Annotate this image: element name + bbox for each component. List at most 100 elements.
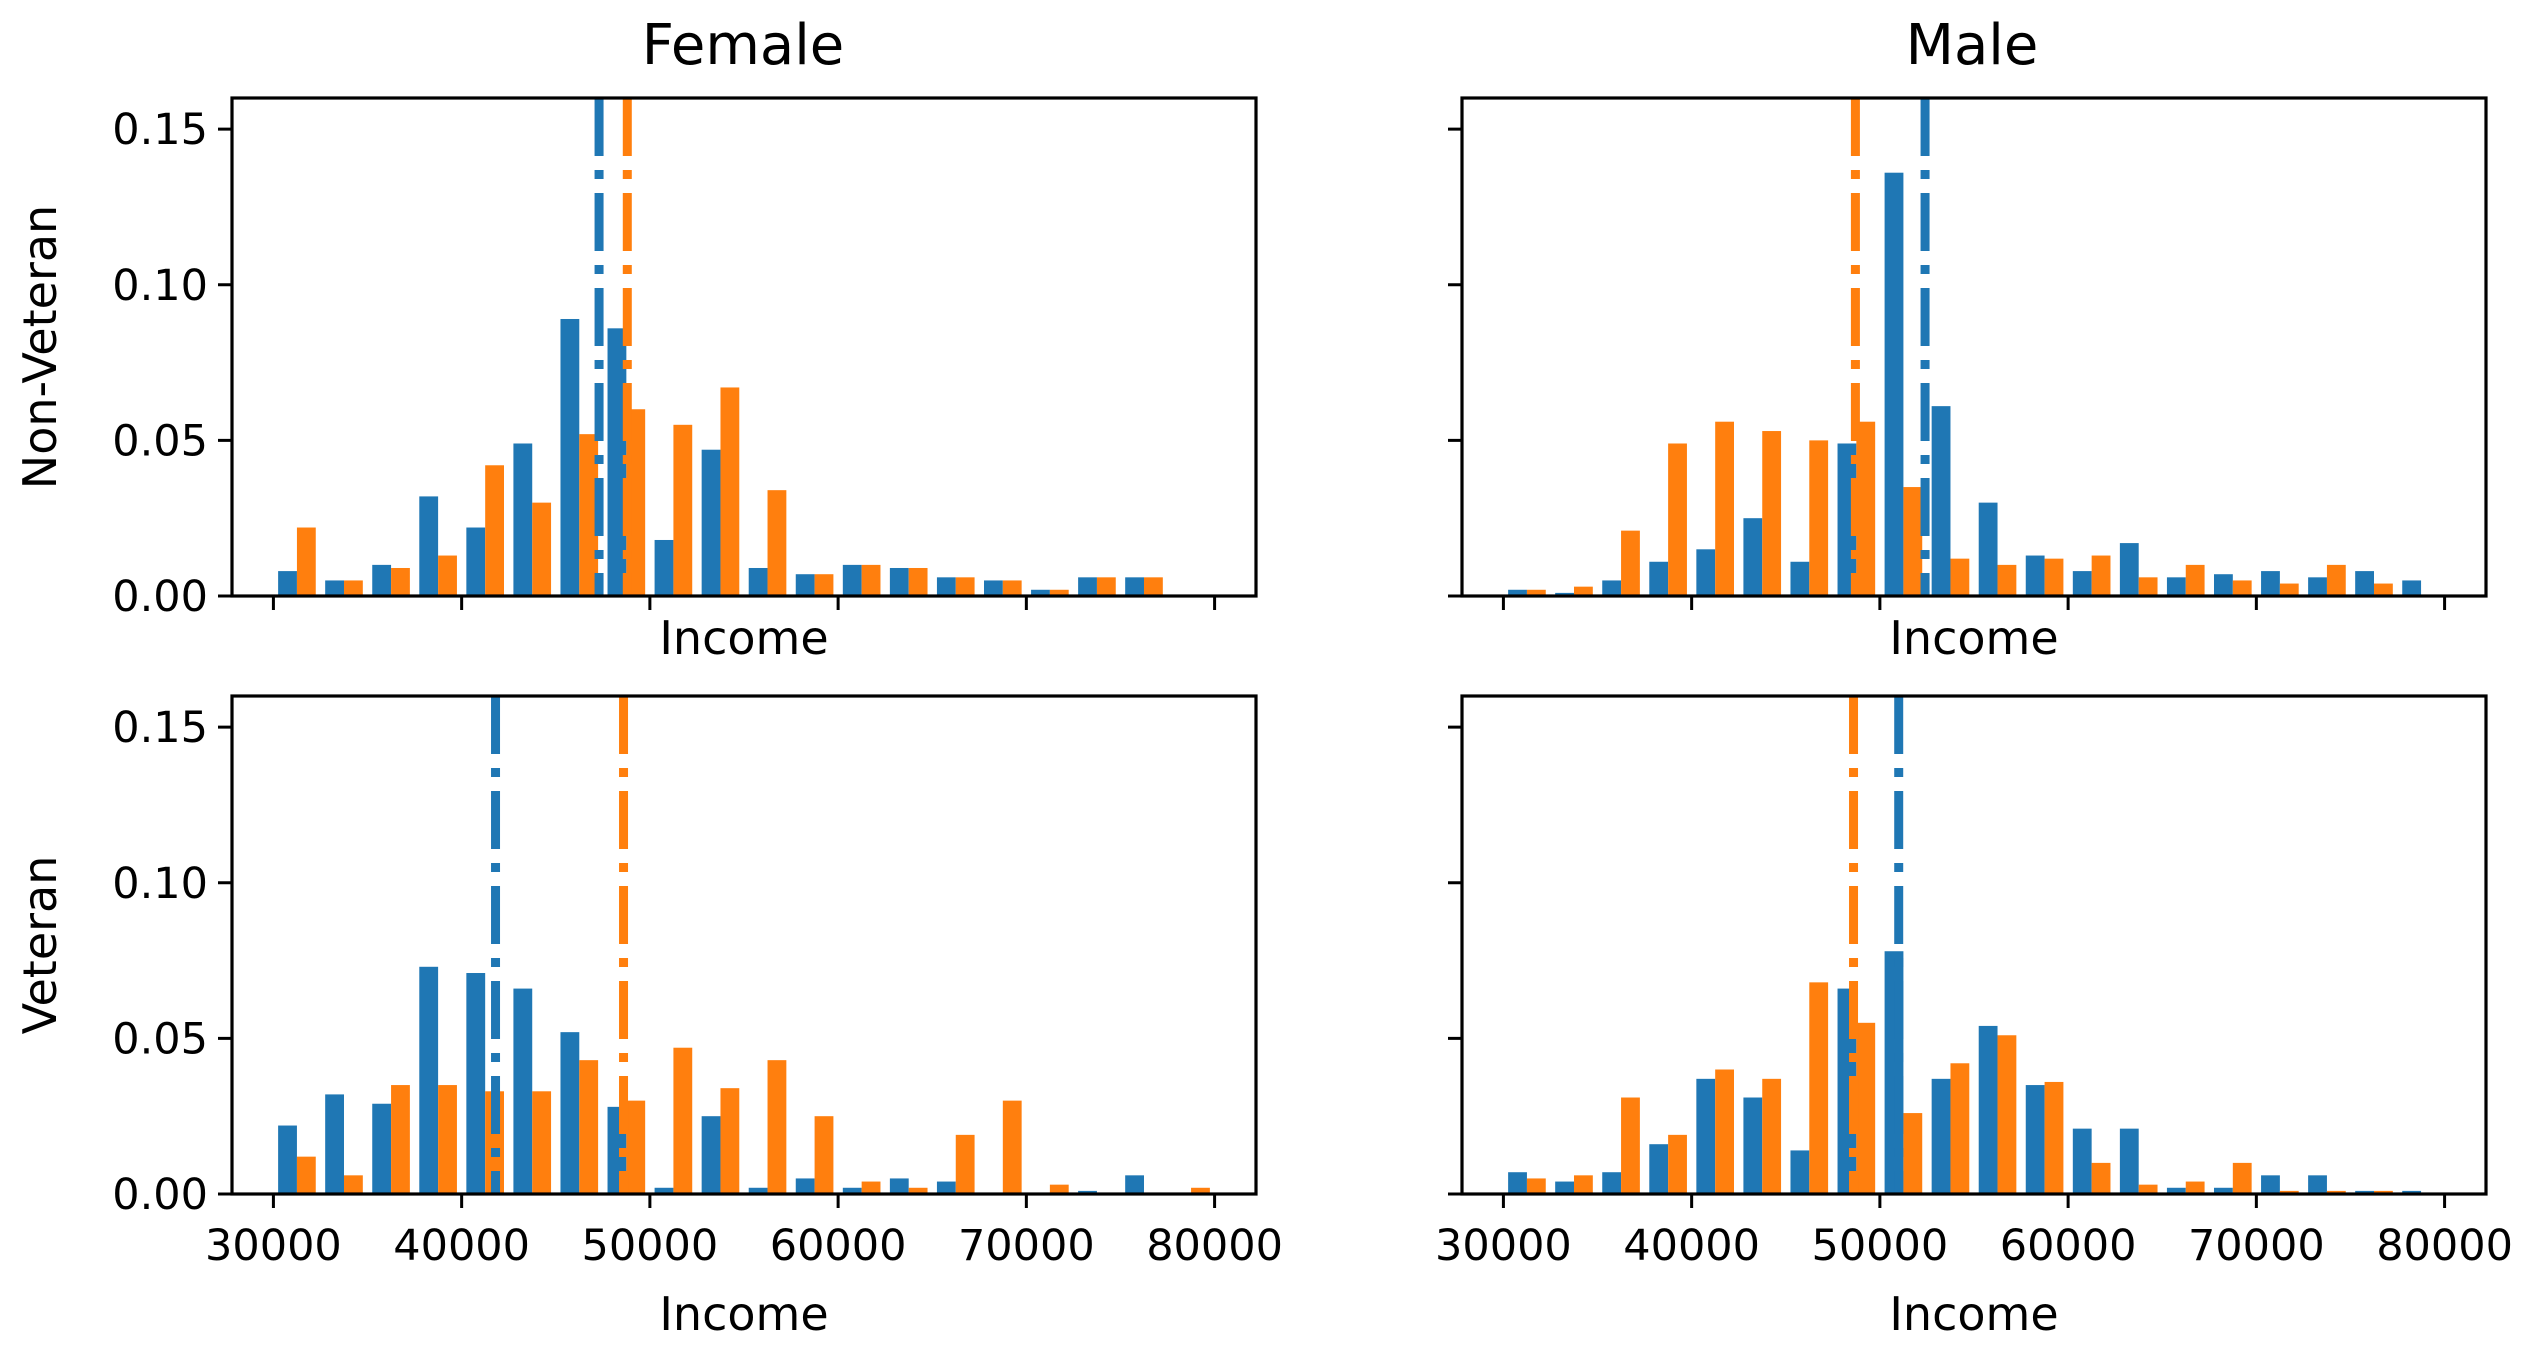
female-veteran-bar-a-3 (419, 966, 439, 1194)
female-nonveteran-bar-b-1 (344, 580, 363, 596)
female-nonveteran-bar-b-0 (296, 527, 316, 596)
male-nonveteran-bar-a-6 (1790, 561, 1810, 596)
male-veteran-xtick-label-1: 40000 (1623, 1221, 1760, 1271)
female-nonveteran-bar-a-2 (372, 564, 392, 597)
female-nonveteran-bar-b-11 (814, 574, 834, 596)
female-nonveteran-bar-b-2 (391, 567, 410, 596)
female-veteran-bar-a-18 (1125, 1175, 1144, 1194)
male-nonveteran-bar-a-9 (1931, 406, 1951, 596)
female-nonveteran-bar-b-5 (532, 502, 552, 597)
female-veteran-ytick-label-3: 0.15 (112, 703, 208, 753)
male-veteran-xtick-label-5: 80000 (2376, 1221, 2513, 1271)
female-nonveteran-bar-b-14 (955, 577, 975, 596)
male-nonveteran-bar-a-0 (1508, 589, 1527, 596)
female-veteran-bar-b-9 (720, 1088, 740, 1194)
male-nonveteran-bar-a-18 (2355, 571, 2374, 596)
male-veteran-bar-b-0 (1526, 1178, 1546, 1194)
female-veteran-xtick-label-0: 30000 (205, 1221, 342, 1271)
female-veteran-bar-a-2 (372, 1103, 392, 1194)
female-nonveteran-ytick-label-2: 0.10 (112, 261, 208, 311)
female-veteran-bar-a-6 (560, 1032, 580, 1194)
male-nonveteran-bar-b-3 (1668, 443, 1687, 596)
male-veteran-axes-frame (1460, 694, 2488, 1196)
male-veteran-bar-b-9 (1950, 1063, 1970, 1194)
female-veteran-bar-b-8 (673, 1047, 693, 1194)
female-nonveteran-bar-a-16 (1031, 589, 1050, 596)
female-nonveteran-ytick-label-0: 0.00 (112, 572, 208, 622)
female-veteran-bar-a-0 (278, 1125, 297, 1194)
male-nonveteran-bar-b-7 (1856, 421, 1876, 596)
male-nonveteran-bar-a-3 (1649, 561, 1669, 596)
male-veteran-bar-a-2 (1602, 1172, 1622, 1194)
male-veteran-bar-a-14 (2166, 1187, 2186, 1194)
male-nonveteran-bar-b-8 (1903, 487, 1923, 596)
female-veteran-bar-b-1 (344, 1175, 363, 1194)
male-nonveteran-bar-b-0 (1526, 589, 1546, 596)
female-veteran-ytick-label-2: 0.10 (112, 859, 208, 909)
male-nonveteran-bar-b-11 (2044, 558, 2064, 596)
female-veteran-bar-a-9 (701, 1116, 721, 1194)
male-nonveteran-bar-b-18 (2374, 583, 2393, 596)
female-nonveteran-bar-b-15 (1002, 580, 1022, 596)
male-veteran-bar-b-3 (1668, 1134, 1687, 1194)
male-veteran-bar-a-16 (2261, 1175, 2280, 1194)
column-title-female: Female (642, 13, 844, 78)
female-veteran-bar-b-5 (532, 1091, 552, 1194)
female-nonveteran-bar-b-3 (438, 555, 457, 596)
female-veteran-bar-b-2 (391, 1085, 410, 1194)
male-veteran-bar-b-10 (1997, 1035, 2017, 1194)
female-nonveteran-axes-frame (230, 96, 1258, 598)
female-nonveteran-bar-a-14 (936, 577, 956, 596)
male-veteran-bar-a-15 (2214, 1187, 2233, 1194)
female-nonveteran-bar-a-6 (560, 318, 580, 596)
male-veteran-bar-a-0 (1508, 1172, 1527, 1194)
female-veteran-bar-b-13 (908, 1187, 928, 1194)
female-veteran-bar-a-1 (325, 1094, 344, 1194)
male-veteran-xtick-label-0: 30000 (1435, 1221, 1572, 1271)
male-veteran-bar-b-6 (1809, 982, 1829, 1194)
male-nonveteran-bar-a-16 (2261, 571, 2280, 596)
male-nonveteran-bar-b-6 (1809, 440, 1829, 597)
female-nonveteran-ytick-label-3: 0.15 (112, 105, 208, 155)
male-veteran-bar-b-7 (1856, 1022, 1876, 1194)
female-nonveteran-bar-a-0 (278, 571, 297, 596)
male-nonveteran-bar-b-1 (1574, 586, 1593, 596)
female-veteran-bar-b-19 (1191, 1187, 1210, 1194)
female-nonveteran-bar-b-4 (485, 465, 504, 596)
female-veteran-bar-b-14 (955, 1134, 975, 1194)
male-veteran-bar-a-3 (1649, 1144, 1669, 1194)
male-veteran-bar-a-13 (2119, 1128, 2139, 1194)
male-nonveteran-bar-a-17 (2308, 577, 2327, 596)
female-nonveteran-bar-b-17 (1096, 577, 1116, 596)
female-veteran-axes-frame (230, 694, 1258, 1196)
female-nonveteran-bar-a-5 (513, 443, 533, 596)
female-nonveteran-bar-b-10 (767, 490, 787, 596)
female-nonveteran-bar-a-15 (984, 580, 1003, 596)
male-nonveteran-bar-b-2 (1621, 530, 1640, 596)
male-veteran-bar-a-11 (2025, 1085, 2045, 1194)
male-nonveteran-bar-b-9 (1950, 558, 1970, 596)
female-veteran-ytick-label-0: 0.00 (112, 1170, 208, 1220)
female-veteran-xlabel: Income (659, 1287, 828, 1341)
male-nonveteran-bar-b-12 (2091, 555, 2111, 596)
female-nonveteran-xlabel: Income (659, 611, 828, 665)
male-nonveteran-bar-a-10 (1978, 502, 1998, 597)
female-veteran-ytick-label-1: 0.05 (112, 1014, 208, 1064)
male-veteran-bar-b-13 (2138, 1184, 2158, 1194)
male-veteran-bar-b-2 (1621, 1097, 1640, 1194)
male-nonveteran-bar-a-13 (2119, 543, 2139, 596)
female-nonveteran-bar-b-13 (908, 567, 928, 596)
female-nonveteran-bar-b-9 (720, 387, 740, 596)
male-veteran-bar-a-9 (1931, 1078, 1951, 1194)
male-nonveteran-bar-b-15 (2232, 580, 2252, 596)
male-veteran-bar-a-10 (1978, 1025, 1998, 1194)
female-nonveteran-bar-b-16 (1049, 589, 1069, 596)
male-nonveteran-bar-b-13 (2138, 577, 2158, 596)
panels-group: 0.000.050.100.15IncomeNon-VeteranIncome0… (13, 96, 2513, 1341)
female-veteran-bar-b-16 (1049, 1184, 1069, 1194)
female-veteran-bar-b-6 (579, 1060, 599, 1194)
column-title-male: Male (1906, 13, 2039, 78)
male-veteran-bar-a-1 (1555, 1181, 1574, 1194)
female-nonveteran-bar-a-7 (607, 328, 627, 596)
